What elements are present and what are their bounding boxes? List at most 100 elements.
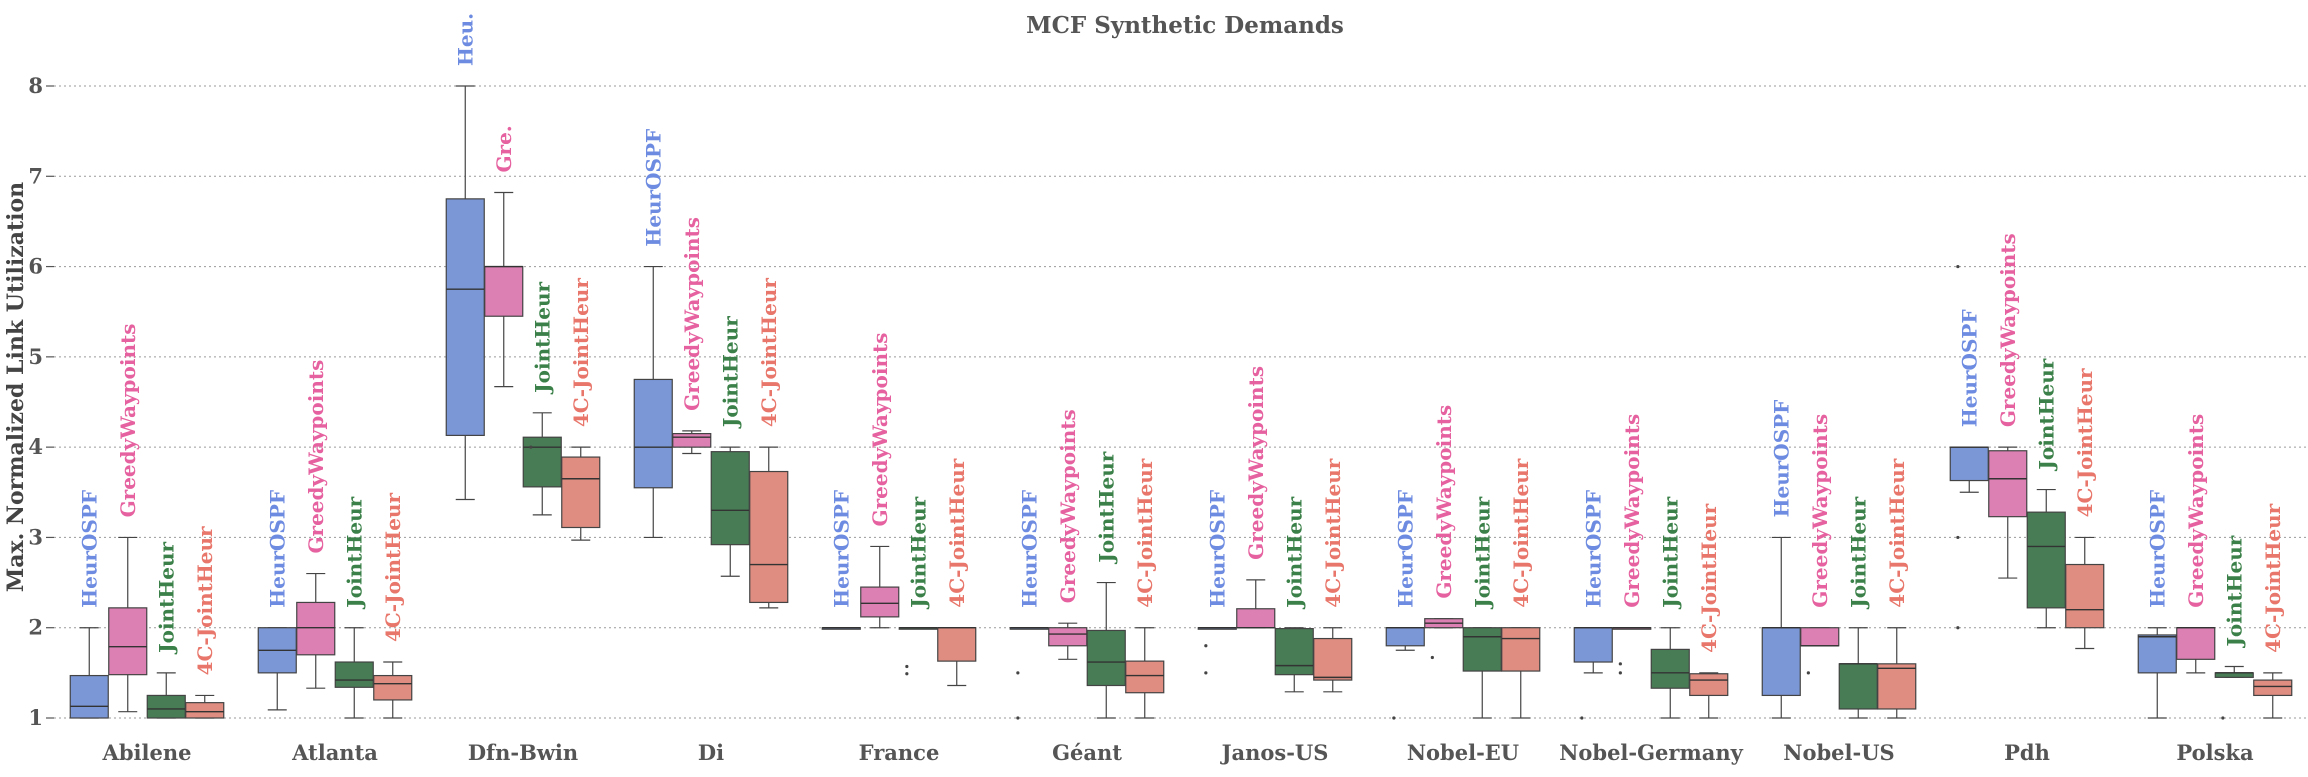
outlier-point [905, 672, 909, 676]
box [1501, 627, 1541, 672]
y-tick-label: 8 [28, 73, 43, 98]
outlier-point [1806, 671, 1810, 675]
series-label: HeurOSPF [641, 129, 665, 247]
outlier-point [1016, 716, 1020, 720]
series-label: HeurOSPF [2145, 490, 2169, 608]
series-label: GreedyWaypoints [680, 217, 704, 411]
series-label: HeurOSPF [77, 490, 101, 608]
y-axis: 1 2 3 4 5 6 7 8 [28, 73, 54, 730]
series-label: GreedyWaypoints [2184, 414, 2208, 608]
series-label: GreedyWaypoints [868, 333, 892, 527]
box [1800, 627, 1840, 647]
outlier-point [1016, 671, 1020, 675]
outlier-point [1392, 716, 1396, 720]
box [1988, 450, 2028, 518]
box [373, 674, 413, 701]
x-tick-label: Di [698, 740, 724, 765]
series-label: GreedyWaypoints [1432, 405, 1456, 599]
series-label: JointHeur [1846, 496, 1870, 609]
x-tick-label: Dfn-Bwin [468, 740, 578, 765]
x-tick-label: France [859, 740, 940, 765]
series-label: 4C-JointHeur [569, 278, 593, 427]
series-label: HeurOSPF [1017, 490, 1041, 608]
series-label: JointHeur [2222, 535, 2246, 648]
box [937, 627, 977, 662]
chart-title: MCF Synthetic Demands [1026, 12, 1344, 39]
series-label: GreedyWaypoints [1996, 233, 2020, 427]
series-label: JointHeur [1094, 451, 1118, 564]
box [1274, 628, 1314, 676]
box [1086, 629, 1126, 687]
x-tick-label: Nobel-EU [1407, 740, 1519, 765]
box [1462, 627, 1502, 672]
series-label: HeurOSPF [1393, 490, 1417, 608]
boxes-layer [69, 85, 2293, 720]
box [522, 436, 562, 488]
series-label: JointHeur [906, 496, 930, 609]
outlier-point [905, 664, 909, 669]
series-label: 4C-JointHeur [2261, 503, 2285, 652]
box [2026, 511, 2066, 609]
box [1573, 627, 1613, 663]
series-label: GreedyWaypoints [1620, 414, 1644, 608]
box [710, 451, 750, 546]
box [1650, 648, 1690, 689]
series-labels-layer: HeurOSPF GreedyWaypoints JointHeur 4C-Joint… [77, 13, 2285, 676]
box [484, 265, 524, 317]
series-label: JointHeur [154, 542, 178, 655]
series-label: JointHeur [718, 316, 742, 429]
box [1877, 663, 1917, 710]
box [2065, 563, 2105, 629]
y-tick-label: 5 [28, 344, 43, 369]
box [2137, 634, 2177, 674]
series-label: GreedyWaypoints [1244, 366, 1268, 560]
series-label: JointHeur [1658, 496, 1682, 609]
y-tick-label: 4 [28, 434, 43, 459]
x-tick-label: Pdh [2004, 740, 2050, 765]
x-axis: Abilene Atlanta Dfn-Bwin Di France Géant Janos… [102, 740, 2254, 765]
box [1761, 627, 1801, 697]
box [334, 661, 374, 688]
series-label: JointHeur [342, 496, 366, 609]
outlier-point [1618, 662, 1622, 666]
outlier-point [2221, 716, 2225, 720]
box [445, 198, 485, 437]
outlier-point [529, 445, 533, 449]
series-label: GreedyWaypoints [304, 360, 328, 554]
box [749, 470, 789, 604]
box [633, 378, 673, 489]
box [1949, 446, 1989, 482]
series-label: 4C-JointHeur [193, 526, 217, 675]
outlier-point [1956, 264, 1960, 269]
series-label: HeurOSPF [1769, 400, 1793, 518]
outlier-point [1580, 716, 1584, 720]
box [1385, 627, 1425, 647]
box [146, 694, 186, 719]
series-label: 4C-JointHeur [1509, 458, 1533, 607]
series-label: 4C-JointHeur [757, 278, 781, 427]
x-tick-label: Nobel-Germany [1559, 740, 1743, 765]
box [561, 456, 601, 529]
y-tick-label: 3 [28, 524, 43, 549]
box [296, 601, 336, 656]
series-label: 4C-JointHeur [1133, 458, 1157, 607]
series-label: 4C-JointHeur [1885, 458, 1909, 607]
outlier-point [1956, 626, 1960, 630]
x-tick-label: Polska [2176, 740, 2254, 765]
series-label: JointHeur [1470, 496, 1494, 609]
y-tick-label: 6 [28, 254, 43, 279]
x-tick-label: Abilene [102, 740, 192, 765]
series-label: HeurOSPF [829, 490, 853, 608]
series-label: HeurOSPF [1957, 309, 1981, 427]
series-label: 4C-JointHeur [1321, 458, 1345, 607]
box [672, 433, 712, 448]
box [69, 674, 109, 719]
outlier-point [1618, 671, 1622, 675]
series-label: HeurOSPF [265, 490, 289, 608]
box [2253, 679, 2293, 697]
box [1838, 663, 1878, 710]
series-label: 4C-JointHeur [1697, 503, 1721, 652]
series-label: GreedyWaypoints [1056, 409, 1080, 603]
